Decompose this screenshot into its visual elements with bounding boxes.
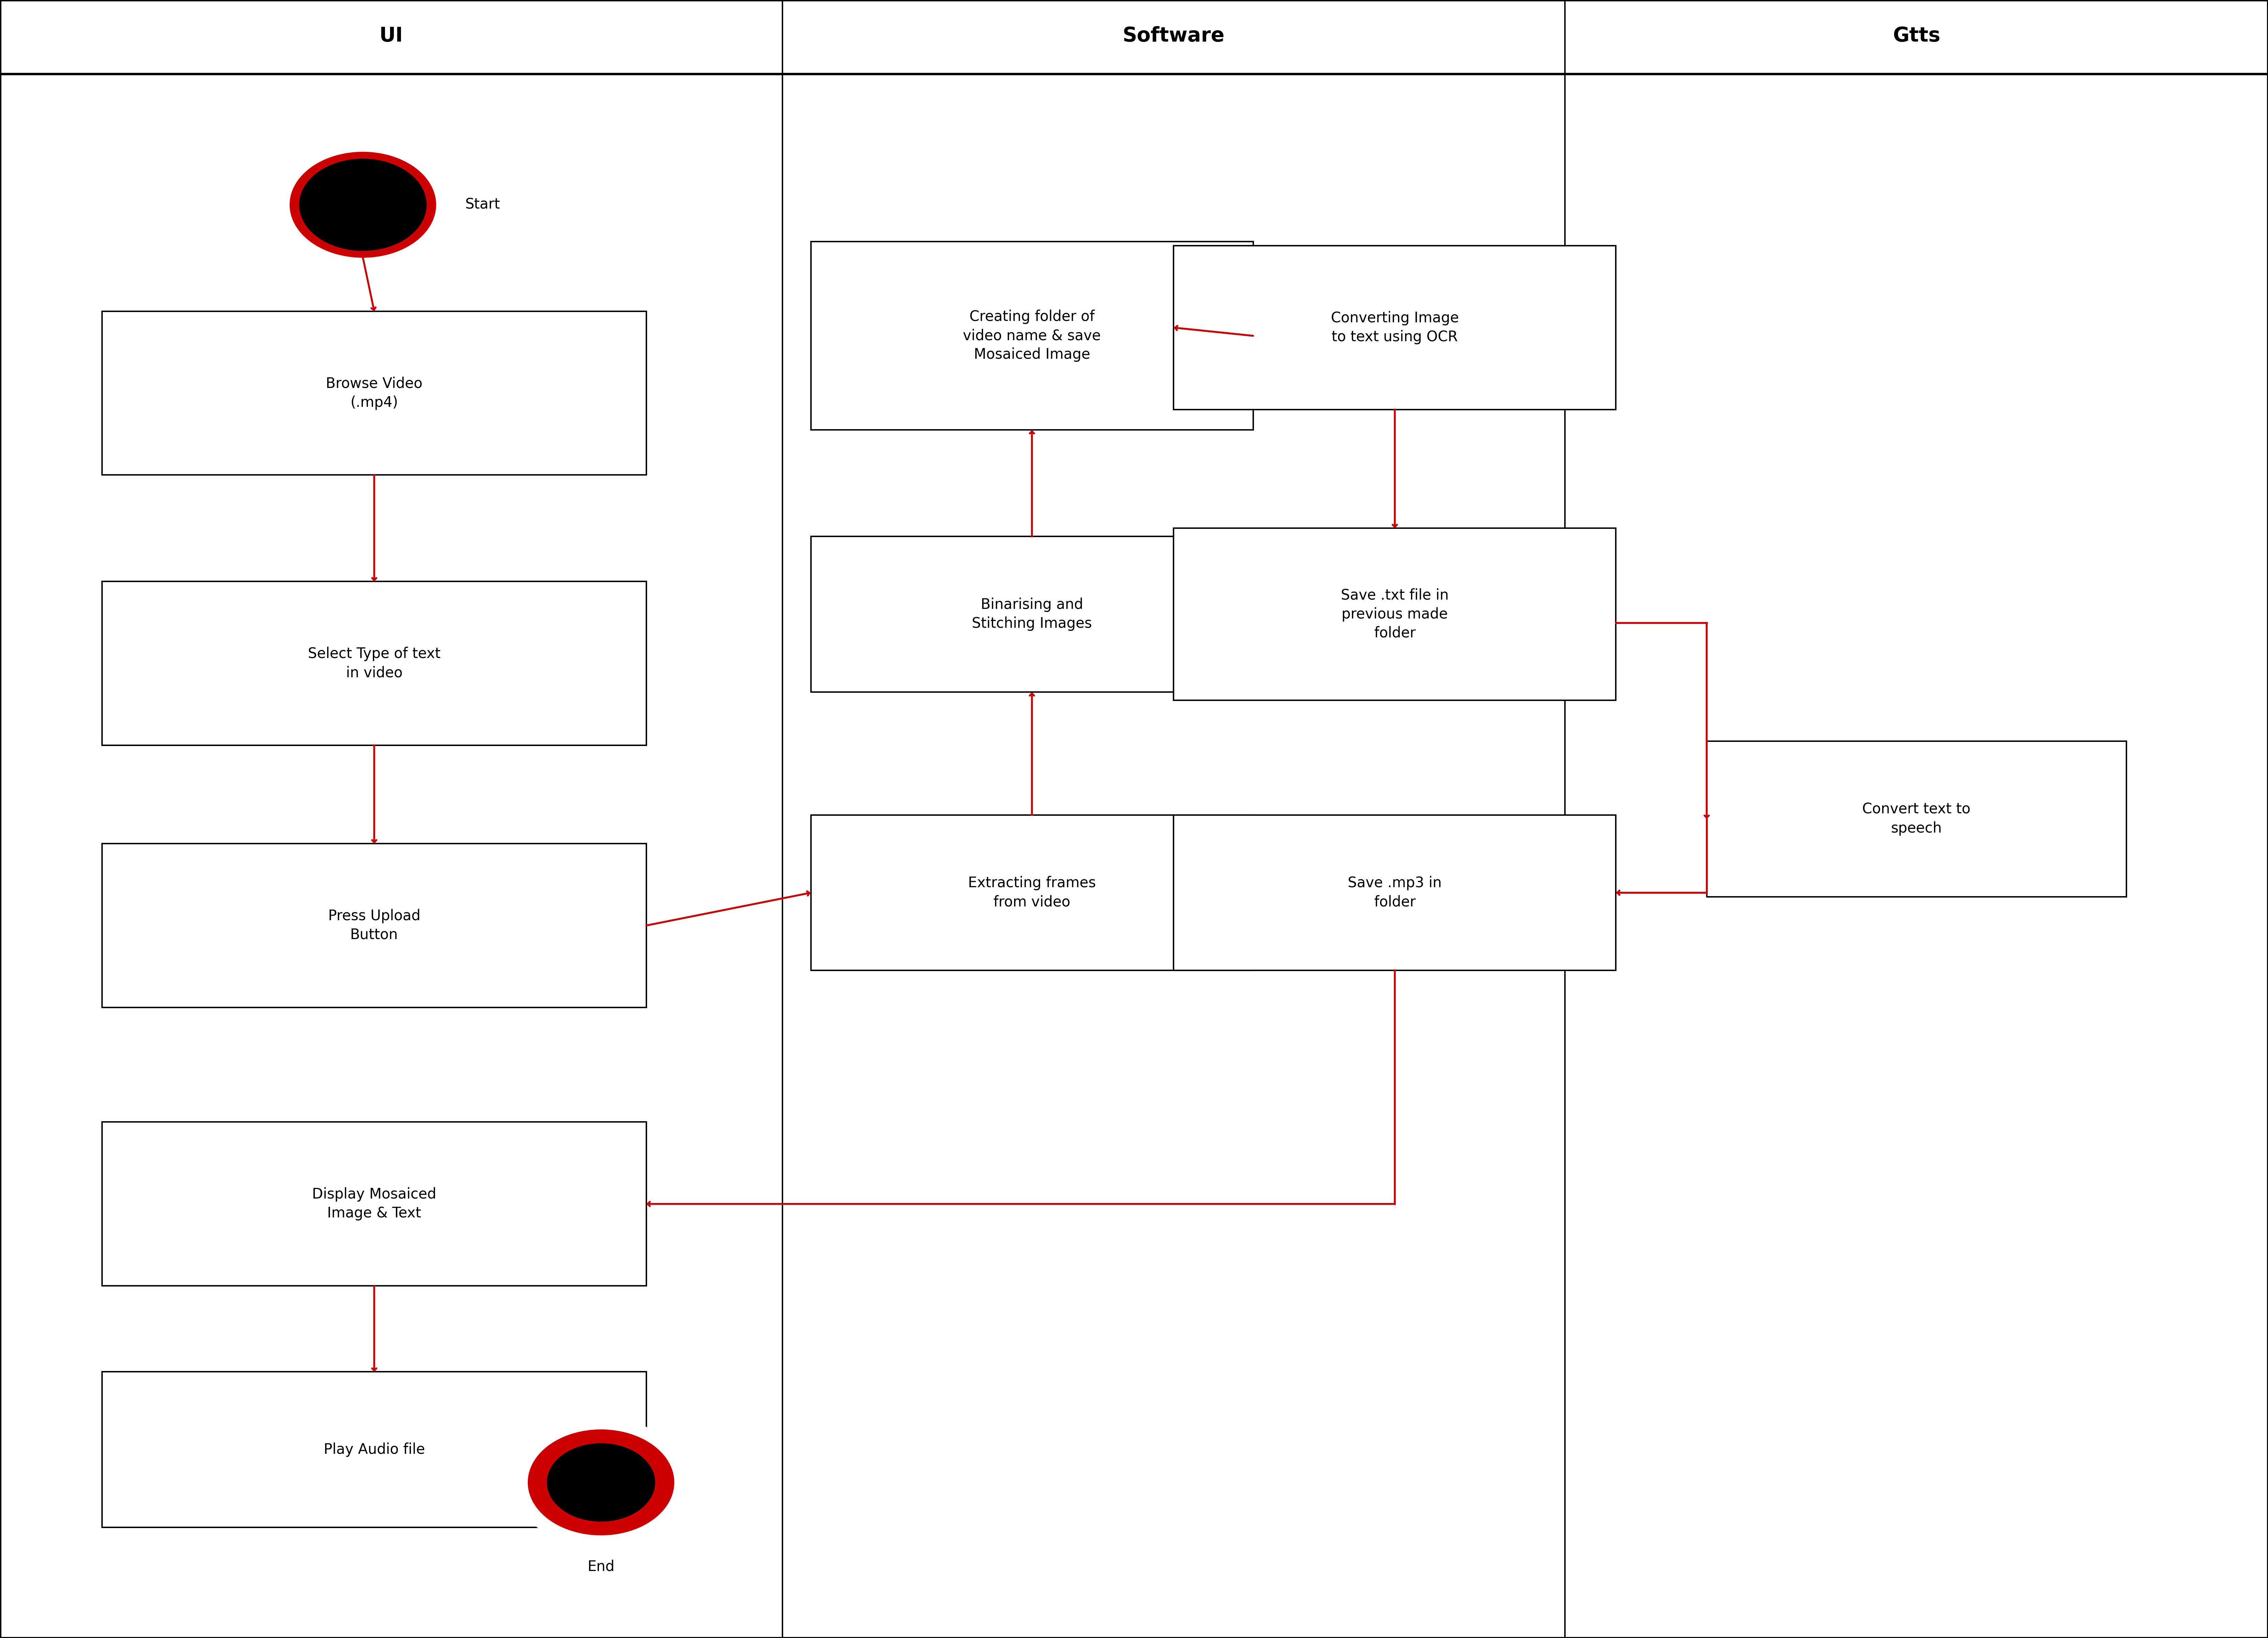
Bar: [102, 1122, 646, 1286]
Text: Convert text to
speech: Convert text to speech: [1862, 803, 1971, 835]
Circle shape: [513, 1419, 689, 1546]
Text: Binarising and
Stitching Images: Binarising and Stitching Images: [973, 598, 1091, 631]
Text: Save .mp3 in
folder: Save .mp3 in folder: [1347, 876, 1442, 909]
Circle shape: [299, 159, 426, 251]
Text: Browse Video
(.mp4): Browse Video (.mp4): [327, 377, 422, 410]
Bar: [1175, 246, 1615, 410]
Text: Select Type of text
in video: Select Type of text in video: [308, 647, 440, 680]
Text: Gtts: Gtts: [1894, 26, 1939, 46]
Text: Converting Image
to text using OCR: Converting Image to text using OCR: [1331, 311, 1458, 344]
Bar: [102, 581, 646, 745]
Bar: [812, 814, 1252, 970]
Bar: [102, 1373, 646, 1527]
Circle shape: [528, 1430, 674, 1535]
Text: Extracting frames
from video: Extracting frames from video: [968, 876, 1095, 909]
Circle shape: [547, 1443, 655, 1522]
Text: UI: UI: [379, 26, 404, 46]
Bar: [1706, 740, 2127, 898]
Text: Save .txt file in
previous made
folder: Save .txt file in previous made folder: [1340, 588, 1449, 640]
Bar: [102, 844, 646, 1007]
Text: Creating folder of
video name & save
Mosaiced Image: Creating folder of video name & save Mos…: [964, 310, 1100, 362]
Bar: [1175, 814, 1615, 970]
Circle shape: [290, 152, 435, 257]
Text: Play Audio file: Play Audio file: [324, 1443, 424, 1456]
Text: Press Upload
Button: Press Upload Button: [329, 909, 420, 942]
Text: Start: Start: [465, 198, 499, 211]
Text: Display Mosaiced
Image & Text: Display Mosaiced Image & Text: [313, 1188, 435, 1220]
Bar: [812, 241, 1252, 429]
Bar: [1175, 527, 1615, 701]
Text: End: End: [587, 1559, 615, 1574]
Text: Software: Software: [1123, 26, 1225, 46]
Bar: [102, 311, 646, 475]
Bar: [812, 537, 1252, 691]
